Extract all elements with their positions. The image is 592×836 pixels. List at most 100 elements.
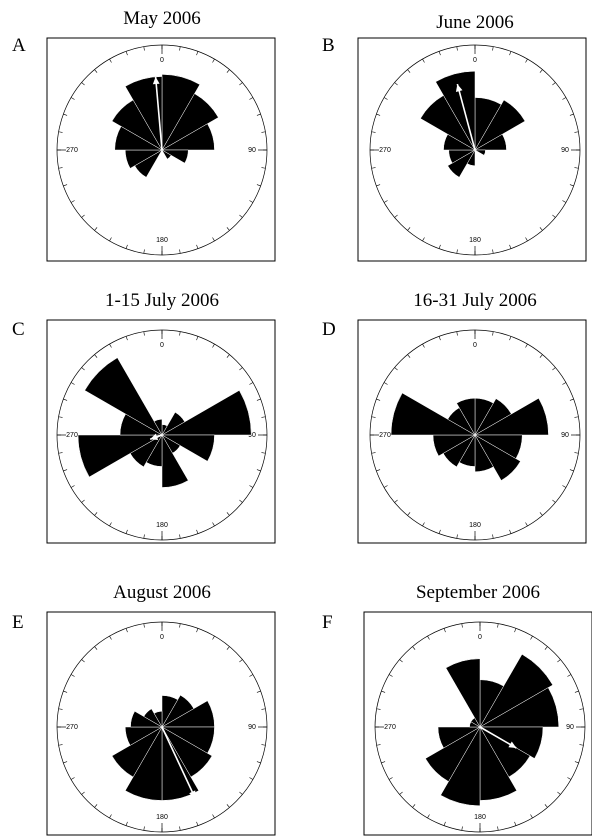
minor-tick [376, 469, 381, 472]
theta-tick-label: 0 [473, 57, 477, 64]
minor-tick [525, 58, 528, 63]
rose-wedge [161, 74, 201, 151]
minor-tick [58, 416, 63, 418]
minor-tick [574, 416, 579, 418]
minor-tick [383, 382, 388, 385]
minor-tick [261, 416, 266, 418]
minor-tick [70, 485, 75, 488]
minor-tick [557, 791, 561, 795]
minor-tick [376, 708, 381, 710]
minor-tick [256, 184, 261, 187]
minor-tick [249, 97, 254, 100]
theta-tick-label: 90 [248, 147, 256, 154]
minor-tick [525, 237, 528, 242]
minor-tick [58, 708, 63, 710]
minor-tick [143, 623, 145, 628]
minor-tick [249, 674, 254, 677]
minor-tick [438, 336, 441, 341]
chart-title: May 2006 [123, 8, 201, 29]
minor-tick [179, 826, 181, 831]
rose-wedge [143, 708, 163, 728]
theta-tick-label: 180 [469, 522, 481, 529]
minor-tick [388, 777, 393, 780]
minor-tick [196, 529, 199, 534]
minor-tick [412, 804, 416, 808]
minor-tick [509, 529, 512, 534]
minor-tick [58, 744, 63, 746]
mean-vector-head [150, 433, 159, 441]
minor-tick [492, 46, 494, 51]
panel-letter: B [322, 35, 335, 56]
plot-frame [363, 611, 592, 836]
minor-tick [497, 623, 499, 628]
minor-tick [539, 512, 543, 516]
minor-tick [109, 814, 112, 819]
minor-tick [427, 635, 430, 640]
rose-wedge [153, 710, 163, 728]
theta-tick-label: 270 [66, 432, 78, 439]
theta-tick-label: 180 [474, 814, 486, 821]
minor-tick [461, 826, 463, 831]
minor-tick [394, 82, 398, 86]
minor-tick [261, 744, 266, 746]
minor-tick [514, 821, 517, 826]
minor-tick [239, 214, 243, 218]
minor-tick [562, 382, 567, 385]
panel-letter: E [12, 612, 24, 633]
minor-tick [562, 200, 567, 203]
minor-tick [422, 58, 425, 63]
minor-tick [371, 416, 376, 418]
minor-tick [574, 761, 579, 764]
minor-tick [226, 354, 230, 358]
minor-tick [81, 367, 85, 371]
minor-tick [94, 646, 98, 650]
panel-letter: A [12, 35, 26, 56]
theta-tick-label: 0 [478, 634, 482, 641]
minor-tick [371, 452, 376, 454]
theta-tick-label: 90 [566, 724, 574, 731]
minor-tick [94, 804, 98, 808]
minor-tick [70, 382, 75, 385]
minor-tick [179, 331, 181, 336]
minor-tick [552, 367, 556, 371]
minor-tick [249, 485, 254, 488]
theta-tick-label: 180 [156, 814, 168, 821]
minor-tick [569, 398, 574, 401]
minor-tick [399, 659, 403, 663]
minor-tick [530, 635, 533, 640]
theta-tick-label: 0 [160, 634, 164, 641]
theta-tick-label: 90 [248, 724, 256, 731]
rose-wedge [447, 149, 476, 178]
rose-wedge [161, 149, 189, 164]
panel: June 2006 B 0 90 180 270 [322, 12, 587, 262]
chart-title: June 2006 [436, 12, 514, 33]
minor-tick [567, 777, 572, 780]
theta-tick-label: 270 [384, 724, 396, 731]
rose-wedge [124, 76, 163, 151]
minor-tick [125, 51, 128, 56]
minor-tick [407, 354, 411, 358]
minor-tick [63, 690, 68, 693]
minor-tick [376, 113, 381, 116]
minor-tick [456, 534, 458, 539]
minor-tick [226, 227, 230, 231]
minor-tick [383, 97, 388, 100]
rose-wedge [474, 434, 521, 481]
minor-tick [81, 499, 85, 503]
minor-tick [492, 534, 494, 539]
minor-tick [552, 82, 556, 86]
minor-tick [492, 331, 494, 336]
panel: 1-15 July 2006 C 0 90 180 270 [12, 290, 276, 544]
rose-wedge [161, 434, 215, 462]
minor-tick [109, 58, 112, 63]
minor-tick [143, 331, 145, 336]
minor-tick [226, 646, 230, 650]
chart-title: 16-31 July 2006 [413, 290, 537, 311]
minor-tick [70, 200, 75, 203]
minor-tick [381, 761, 386, 764]
minor-tick [143, 46, 145, 51]
minor-tick [371, 131, 376, 133]
minor-tick [179, 534, 181, 539]
theta-tick-label: 0 [160, 57, 164, 64]
theta-tick-label: 270 [379, 432, 391, 439]
